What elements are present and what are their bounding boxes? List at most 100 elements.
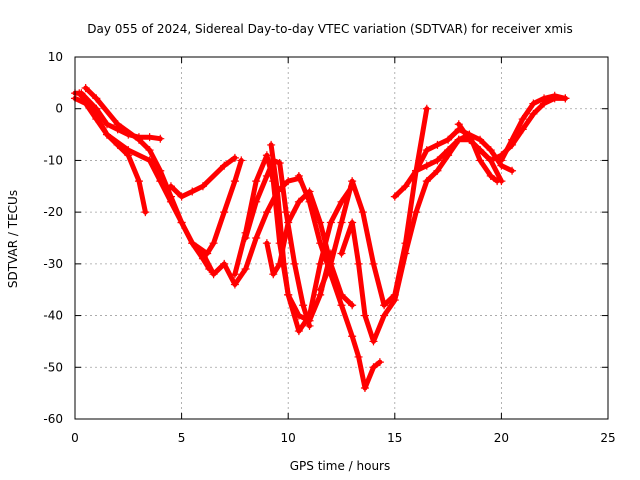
- data-point: [290, 259, 299, 268]
- data-point: [412, 166, 421, 175]
- y-tick-label: 10: [48, 50, 63, 64]
- x-axis-label: GPS time / hours: [290, 459, 391, 473]
- data-point: [294, 327, 303, 336]
- series-trace: [268, 142, 355, 334]
- chart-title: Day 055 of 2024, Sidereal Day-to-day VTE…: [87, 22, 572, 36]
- data-point: [198, 182, 207, 191]
- data-point: [241, 228, 250, 237]
- series-trace: [264, 189, 355, 308]
- data-point: [380, 311, 389, 320]
- satellite-track-11: [294, 171, 384, 392]
- data-point: [433, 140, 442, 149]
- data-point: [358, 208, 367, 217]
- data-point: [88, 104, 97, 113]
- data-point: [369, 337, 378, 346]
- data-point: [401, 249, 410, 258]
- data-point: [316, 239, 325, 248]
- data-point: [518, 115, 527, 124]
- data-point: [454, 120, 463, 129]
- x-tick-label: 20: [494, 431, 509, 445]
- data-point: [220, 208, 229, 217]
- data-point: [444, 135, 453, 144]
- y-axis-label: SDTVAR / TECUs: [6, 190, 20, 288]
- data-point: [561, 94, 570, 103]
- data-point: [294, 197, 303, 206]
- data-point: [134, 135, 143, 144]
- data-point: [444, 146, 453, 155]
- data-point: [284, 290, 293, 299]
- x-tick-label: 25: [600, 431, 615, 445]
- data-point: [337, 197, 346, 206]
- data-point: [102, 120, 111, 129]
- data-point: [188, 239, 197, 248]
- data-point: [476, 156, 485, 165]
- data-point: [134, 177, 143, 186]
- data-point: [156, 134, 165, 143]
- data-point: [465, 135, 474, 144]
- series-trace: [339, 132, 515, 344]
- data-point: [369, 259, 378, 268]
- data-point: [316, 259, 325, 268]
- data-point: [188, 187, 197, 196]
- satellite-track-10: [267, 140, 357, 336]
- data-point: [316, 285, 325, 294]
- data-point: [145, 146, 154, 155]
- data-point: [380, 301, 389, 310]
- data-point: [454, 135, 463, 144]
- data-point: [220, 161, 229, 170]
- satellite-track-17: [497, 91, 570, 165]
- data-point: [294, 171, 303, 180]
- data-point: [166, 192, 175, 201]
- data-point: [390, 192, 399, 201]
- data-point: [422, 177, 431, 186]
- data-point: [422, 104, 431, 113]
- y-tick-label: -50: [43, 360, 63, 374]
- data-point: [166, 182, 175, 191]
- data-point: [476, 135, 485, 144]
- data-point: [316, 218, 325, 227]
- satellite-track-16: [454, 94, 570, 165]
- data-point: [422, 161, 431, 170]
- y-tick-label: -60: [43, 412, 63, 426]
- x-tick-label: 5: [178, 431, 186, 445]
- data-point: [476, 146, 485, 155]
- data-point: [540, 94, 549, 103]
- data-point: [282, 208, 291, 217]
- series-trace: [83, 85, 244, 256]
- data-point: [177, 192, 186, 201]
- data-point: [156, 166, 165, 175]
- data-point: [354, 352, 363, 361]
- x-tick-label: 10: [281, 431, 296, 445]
- data-point: [337, 249, 346, 258]
- satellite-track-13: [337, 130, 517, 346]
- data-point: [237, 156, 246, 165]
- data-point: [275, 159, 284, 168]
- data-point: [433, 166, 442, 175]
- data-point: [508, 166, 517, 175]
- data-point: [360, 383, 369, 392]
- data-point: [508, 135, 517, 144]
- data-point: [220, 259, 229, 268]
- data-point: [141, 208, 150, 217]
- data-point: [230, 177, 239, 186]
- data-point: [198, 249, 207, 258]
- data-point: [529, 99, 538, 108]
- data-point: [401, 182, 410, 191]
- data-point: [433, 156, 442, 165]
- data-point: [390, 296, 399, 305]
- data-point: [113, 120, 122, 129]
- data-point: [284, 218, 293, 227]
- data-point: [337, 301, 346, 310]
- y-tick-label: -30: [43, 257, 63, 271]
- satellite-track-15: [412, 125, 502, 186]
- y-tick-label: -40: [43, 309, 63, 323]
- data-point: [252, 234, 261, 242]
- data-point: [81, 84, 90, 93]
- data-point: [348, 332, 357, 341]
- data-point: [493, 177, 502, 186]
- data-point: [369, 363, 378, 372]
- data-point: [241, 265, 250, 274]
- data-point: [102, 130, 111, 139]
- data-point: [299, 301, 308, 310]
- data-point: [305, 311, 314, 320]
